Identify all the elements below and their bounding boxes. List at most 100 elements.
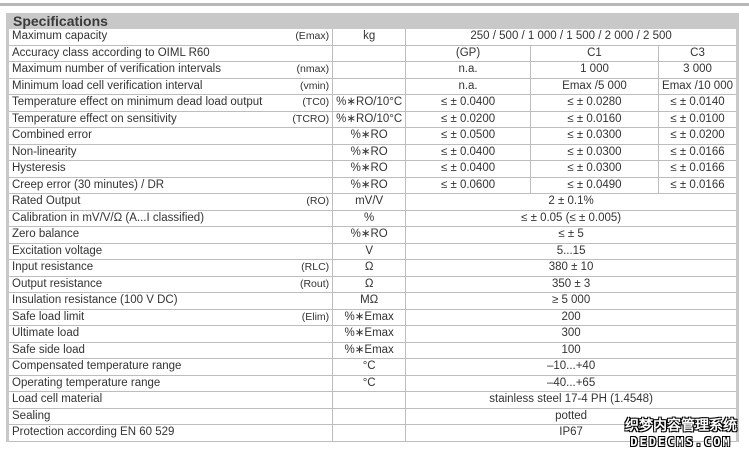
spec-label: Maximum capacity: [9, 29, 266, 46]
spec-value: 5...15: [405, 243, 736, 260]
spec-label: Input resistance: [9, 259, 266, 277]
spec-label: Safe load limit: [9, 309, 266, 326]
spec-label: Compensated temperature range: [9, 358, 266, 376]
spec-symbol: [265, 226, 334, 244]
table-row: Operating temperature range °C –40...+65: [9, 375, 736, 392]
spec-unit: %∗RO: [332, 226, 407, 244]
spec-label: Minimum load cell verification interval: [9, 78, 266, 95]
spec-value: ≤ ± 0.0400: [405, 160, 531, 178]
table-row: Input resistance (RLC) Ω 380 ± 10: [9, 259, 736, 277]
table-row: Load cell material stainless steel 17-4 P…: [9, 391, 736, 409]
table-row: Insulation resistance (100 V DC) MΩ ≥ 5 00…: [9, 292, 736, 310]
spec-unit: [332, 391, 407, 409]
spec-unit: %∗RO: [332, 127, 407, 145]
spec-unit: Ω: [332, 259, 407, 277]
spec-unit: %∗Emax: [332, 309, 407, 326]
spec-symbol: (Rout): [265, 276, 334, 293]
spec-value: 350 ± 3: [405, 276, 736, 293]
spec-symbol: [265, 358, 334, 376]
spec-symbol: [265, 127, 334, 145]
spec-value: n.a.: [405, 78, 531, 95]
spec-symbol: [265, 342, 334, 359]
spec-label: Creep error (30 minutes) / DR: [9, 177, 266, 194]
table-row: Temperature effect on minimum dead load …: [9, 94, 736, 112]
spec-label: Operating temperature range: [9, 375, 266, 392]
spec-value: potted: [405, 408, 736, 425]
spec-value: ≤ ± 0.0100: [658, 111, 736, 128]
table-row: Calibration in mV/V/Ω (A...I classified)…: [9, 210, 736, 227]
table-row: Compensated temperature range °C –10...+40: [9, 358, 736, 376]
table-row: Non-linearity %∗RO ≤ ± 0.0400 ≤ ± 0.0300 ≤ ±…: [9, 144, 736, 161]
spec-symbol: (TC0): [265, 94, 334, 112]
spec-unit: mV/V: [332, 193, 407, 211]
spec-label: Non-linearity: [9, 144, 266, 161]
spec-unit: %∗RO/10°C: [332, 111, 407, 128]
spec-value: Emax /10 000: [658, 78, 736, 95]
spec-unit: [332, 61, 407, 79]
table-row: Accuracy class according to OIML R60 (GP)…: [9, 45, 736, 62]
spec-value: Emax /5 000: [530, 78, 660, 95]
spec-symbol: (TCRO): [265, 111, 334, 128]
spec-value: ≤ ± 0.0166: [658, 177, 736, 194]
table-row: Sealing potted: [9, 408, 736, 425]
spec-symbol: [265, 325, 334, 343]
spec-value: ≤ ± 0.0500: [405, 127, 531, 145]
spec-value: –40...+65: [405, 375, 736, 392]
spec-symbol: [265, 292, 334, 310]
spec-label: Safe side load: [9, 342, 266, 359]
table-row: Creep error (30 minutes) / DR %∗RO ≤ ± 0.0…: [9, 177, 736, 194]
spec-value: –10...+40: [405, 358, 736, 376]
spec-unit: [332, 408, 407, 425]
spec-value: ≤ ± 0.0200: [658, 127, 736, 145]
spec-value: ≤ ± 0.0280: [530, 94, 660, 112]
spec-unit: [332, 424, 407, 442]
spec-value: n.a.: [405, 61, 531, 79]
spec-symbol: (vmin): [265, 78, 334, 95]
section-title: Specifications: [9, 13, 736, 29]
spec-label: Combined error: [9, 127, 266, 145]
spec-value: ≤ ± 0.0490: [530, 177, 660, 194]
spec-symbol: [265, 177, 334, 194]
spec-symbol: (Emax): [265, 29, 334, 46]
table-row: Protection according EN 60 529 IP67: [9, 424, 736, 442]
spec-value: ≤ ± 0.0200: [405, 111, 531, 128]
spec-label: Calibration in mV/V/Ω (A...I classified): [9, 210, 266, 227]
spec-unit: MΩ: [332, 292, 407, 310]
spec-value: C1: [530, 45, 660, 62]
spec-symbol: [265, 408, 334, 425]
spec-symbol: [265, 144, 334, 161]
table-row: Zero balance %∗RO ≤ ± 5: [9, 226, 736, 244]
table-row: Excitation voltage V 5...15: [9, 243, 736, 260]
spec-unit: [332, 45, 407, 62]
table-row: Hysteresis %∗RO ≤ ± 0.0400 ≤ ± 0.0300 ≤ ± 0.…: [9, 160, 736, 178]
spec-value: ≤ ± 0.0166: [658, 160, 736, 178]
spec-symbol: [265, 243, 334, 260]
spec-value: ≤ ± 0.0400: [405, 144, 531, 161]
spec-value: 200: [405, 309, 736, 326]
specifications-panel: Specifications Maximum capacity (Emax) kg 2…: [6, 13, 739, 442]
spec-unit: kg: [332, 29, 407, 46]
spec-symbol: (RLC): [265, 259, 334, 277]
spec-unit: %∗Emax: [332, 325, 407, 343]
table-row: Combined error %∗RO ≤ ± 0.0500 ≤ ± 0.0300 ≤ …: [9, 127, 736, 145]
spec-unit: V: [332, 243, 407, 260]
spec-label: Ultimate load: [9, 325, 266, 343]
spec-value: 380 ± 10: [405, 259, 736, 277]
spec-label: Temperature effect on sensitivity: [9, 111, 266, 128]
table-row: Safe load limit (Elim) %∗Emax 200: [9, 309, 736, 326]
spec-unit: Ω: [332, 276, 407, 293]
spec-value: (GP): [405, 45, 531, 62]
spec-table: Maximum capacity (Emax) kg 250 / 500 / 1 00…: [9, 29, 736, 442]
table-row: Safe side load %∗Emax 100: [9, 342, 736, 359]
spec-label: Insulation resistance (100 V DC): [9, 292, 266, 310]
table-row: Rated Output (RO) mV/V 2 ± 0.1%: [9, 193, 736, 211]
spec-value: ≤ ± 0.0600: [405, 177, 531, 194]
spec-label: Output resistance: [9, 276, 266, 293]
spec-value: ≤ ± 5: [405, 226, 736, 244]
table-row: Minimum load cell verification interval(…: [9, 78, 736, 95]
spec-symbol: [265, 210, 334, 227]
spec-unit: %: [332, 210, 407, 227]
spec-symbol: [265, 160, 334, 178]
spec-value: ≤ ± 0.0160: [530, 111, 660, 128]
spec-value: IP67: [405, 424, 736, 442]
